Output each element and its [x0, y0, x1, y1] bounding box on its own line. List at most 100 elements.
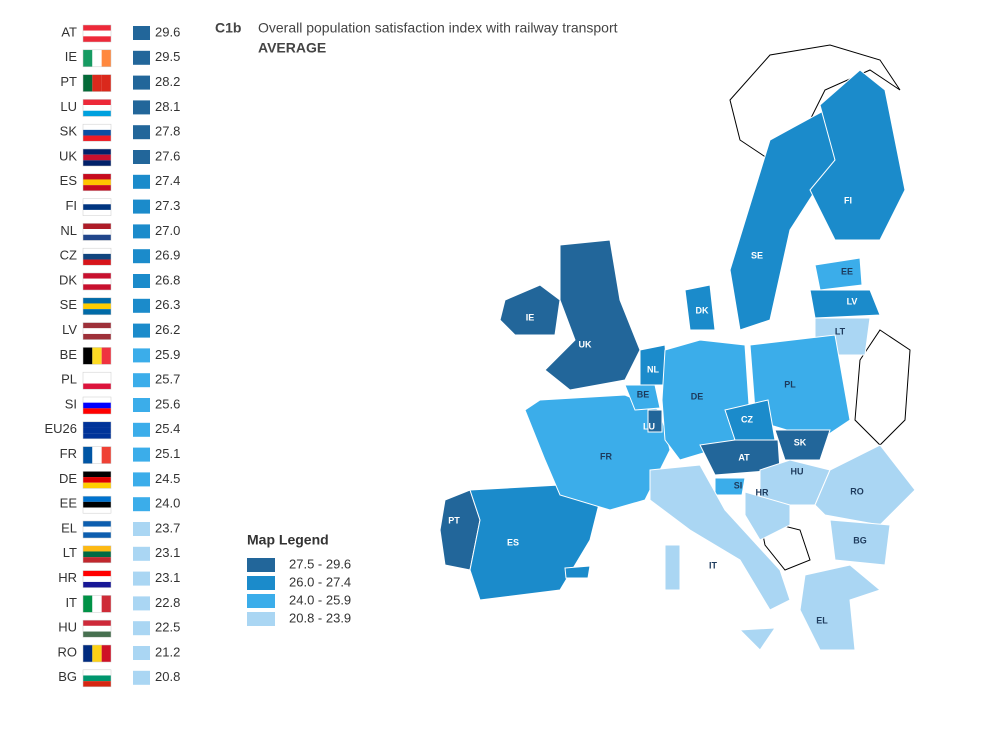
flag-stripe: [83, 625, 111, 632]
flag-stripe: [83, 570, 111, 577]
flag-stripe: [83, 105, 111, 111]
flag-border: [82, 371, 112, 390]
map-label: LV: [847, 296, 858, 306]
legend-label: 27.5 - 29.6: [289, 556, 351, 571]
flag-border: [82, 520, 112, 539]
flag-stripe: [83, 74, 93, 92]
map-label: IE: [526, 312, 535, 322]
flag-stripe: [83, 581, 111, 588]
map-label: PT: [448, 515, 460, 525]
country-value: 25.4: [155, 421, 180, 436]
country-code: HU: [58, 620, 77, 635]
country-code: LV: [62, 322, 77, 337]
legend-label: 26.0 - 27.4: [289, 574, 351, 589]
flag-border: [82, 421, 112, 440]
country-region: [649, 464, 791, 611]
country-region: [809, 289, 881, 319]
country-region: [647, 409, 663, 433]
flag-border: [82, 74, 112, 92]
flag-stripe: [83, 576, 111, 582]
country-region: [799, 564, 882, 651]
flag-border: [82, 644, 112, 663]
country-code: DK: [59, 272, 77, 287]
country-region: [744, 491, 791, 541]
flag-stripe: [83, 99, 111, 106]
flag-stripe: [101, 645, 111, 662]
flag-stripe: [83, 303, 111, 310]
flag-stripe: [83, 557, 111, 563]
map-label: CZ: [741, 414, 753, 424]
country-value: 24.5: [155, 471, 180, 486]
flag-stripe: [83, 545, 111, 552]
flag-stripe: [83, 49, 93, 67]
country-code: RO: [58, 644, 78, 659]
map-label: IT: [709, 560, 718, 570]
flag-border: [82, 99, 112, 117]
map-label: BE: [637, 389, 650, 399]
figure-code: C1b: [215, 20, 241, 36]
flag-stripe: [83, 30, 111, 37]
flag-border: [82, 49, 112, 68]
flag-stripe: [83, 309, 111, 315]
country-value: 23.1: [155, 570, 180, 585]
flag-stripe: [83, 36, 111, 42]
country-value: 27.4: [155, 173, 180, 188]
map-label: HR: [756, 487, 769, 497]
flag-stripe: [83, 154, 111, 161]
country-value: 22.8: [155, 595, 180, 610]
legend-swatch: [247, 576, 275, 590]
country-code: PT: [60, 74, 77, 89]
country-value: 27.8: [155, 124, 180, 139]
country-value: 27.6: [155, 148, 180, 163]
country-code: HR: [58, 570, 77, 585]
value-swatch: [133, 596, 150, 611]
country-code: FR: [60, 446, 77, 461]
island: [664, 544, 681, 591]
value-swatch: [133, 199, 150, 214]
flag-stripe: [83, 427, 111, 434]
value-swatch: [133, 497, 150, 512]
legend-title: Map Legend: [247, 532, 329, 548]
flag-stripe: [101, 446, 111, 464]
country-region: [774, 429, 831, 461]
value-swatch: [133, 50, 150, 65]
flag-stripe: [101, 49, 111, 67]
flag-stripe: [83, 278, 111, 285]
value-swatch: [133, 571, 150, 586]
flag-stripe: [83, 328, 111, 334]
flag-border: [82, 347, 112, 365]
value-swatch: [133, 422, 150, 437]
map-label: LU: [643, 421, 655, 431]
legend-swatch: [247, 558, 275, 572]
flag-border: [82, 198, 112, 216]
map-label: DK: [696, 305, 709, 315]
map-label: ES: [507, 537, 519, 547]
country-region: [809, 69, 906, 241]
flag-stripe: [83, 421, 111, 428]
map-label: NL: [647, 364, 659, 374]
flag-stripe: [83, 620, 111, 626]
legend-swatch: [247, 594, 275, 608]
country-region: [544, 239, 641, 391]
flag-border: [82, 297, 112, 316]
country-region: [829, 519, 891, 566]
country-region: [714, 477, 746, 496]
country-region: [684, 284, 716, 331]
flag-stripe: [92, 645, 102, 662]
island: [738, 627, 776, 651]
flag-stripe: [83, 273, 111, 279]
country-region: [469, 484, 601, 601]
flag-stripe: [92, 74, 102, 92]
country-value: 23.1: [155, 545, 180, 560]
flag-stripe: [83, 173, 111, 180]
value-swatch: [133, 174, 150, 189]
value-swatch: [133, 100, 150, 115]
flag-border: [82, 545, 112, 564]
flag-stripe: [83, 526, 111, 533]
flag-stripe: [83, 160, 111, 166]
country-code: EE: [60, 496, 78, 511]
flag-border: [82, 495, 112, 514]
map-label: EE: [841, 266, 853, 276]
flag-stripe: [101, 74, 111, 92]
map-label: PL: [784, 379, 796, 389]
